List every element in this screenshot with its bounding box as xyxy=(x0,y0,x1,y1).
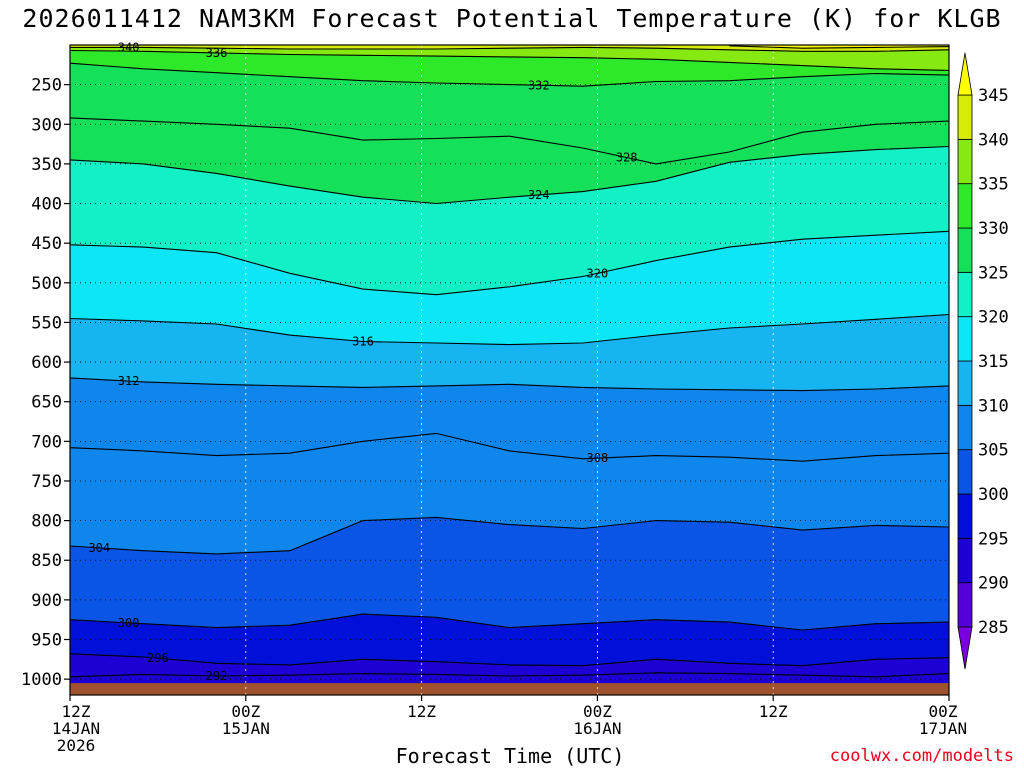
colorbar-label-345: 345 xyxy=(978,86,1009,106)
colorbar-segment-305 xyxy=(957,404,973,451)
y-tick-label-350: 350 xyxy=(31,155,62,175)
contour-label-292: 292 xyxy=(206,669,228,683)
colorbar: 345 340 335 330 325 320 315 310 305 300 295 290 285 xyxy=(957,52,1009,670)
colorbar-segment-290 xyxy=(957,537,973,584)
contour-label-308: 308 xyxy=(587,451,609,465)
ground-fill xyxy=(70,683,949,695)
colorbar-label-340: 340 xyxy=(978,130,1009,150)
contour-320 xyxy=(69,230,950,296)
y-tick-label-550: 550 xyxy=(31,313,62,333)
colorbar-segment-310 xyxy=(957,360,973,406)
y-tick-label-800: 800 xyxy=(31,512,62,532)
y-tick-label-1000: 1000 xyxy=(21,670,62,690)
contour-304 xyxy=(69,516,950,555)
contour-label-336: 336 xyxy=(206,46,228,60)
colorbar-segment-295 xyxy=(957,493,973,539)
colorbar-segment-325 xyxy=(957,227,973,273)
contour-label-328: 328 xyxy=(616,151,638,165)
colorbar-segment-285 xyxy=(957,582,973,628)
colorbar-label-295: 295 xyxy=(978,529,1009,549)
contour-label-332: 332 xyxy=(528,78,550,92)
y-tick-label-250: 250 xyxy=(31,76,62,96)
colorbar-label-320: 320 xyxy=(978,308,1009,328)
colorbar-segment-315 xyxy=(957,316,973,362)
contour-label-320: 320 xyxy=(587,266,609,280)
contour-308 xyxy=(69,432,950,462)
band-above-336 xyxy=(70,45,949,71)
x-tick-label-60-1: 00Z xyxy=(929,702,958,721)
colorbar-label-325: 325 xyxy=(978,263,1009,283)
y-tick-label-950: 950 xyxy=(31,631,62,651)
colorbar-label-290: 290 xyxy=(978,574,1009,594)
contour-label-312: 312 xyxy=(118,374,140,388)
contour-label-304: 304 xyxy=(88,541,110,555)
y-axis-ticks: 250 300 350 400 450 500 550 600 650 700 750 800 850 9… xyxy=(21,76,70,690)
color-fill-bands xyxy=(70,45,949,695)
y-tick-label-650: 650 xyxy=(31,393,62,413)
x-tick-label-36-1: 00Z xyxy=(583,702,612,721)
contour-label-296: 296 xyxy=(147,651,169,665)
contour-300 xyxy=(69,613,950,631)
x-tick-label-36-2: 16JAN xyxy=(573,719,621,738)
x-tick-label-0-3: 2026 xyxy=(57,736,96,755)
contour-label-324: 324 xyxy=(528,188,550,202)
colorbar-label-305: 305 xyxy=(978,441,1009,461)
y-tick-label-400: 400 xyxy=(31,195,62,215)
colorbar-label-315: 315 xyxy=(978,352,1009,372)
colorbar-segment-300 xyxy=(957,449,973,495)
plot-frame xyxy=(69,44,950,696)
x-tick-label-24-1: 12Z xyxy=(407,702,436,721)
y-tick-label-850: 850 xyxy=(31,551,62,571)
x-tick-label-12-1: 00Z xyxy=(231,702,260,721)
contour-344 xyxy=(729,45,950,49)
contour-label-340: 340 xyxy=(118,40,140,54)
colorbar-label-310: 310 xyxy=(978,396,1009,416)
colorbar-segment-320 xyxy=(957,271,973,318)
y-tick-label-700: 700 xyxy=(31,432,62,452)
x-tick-label-60-2: 17JAN xyxy=(919,719,967,738)
x-tick-label-0-2: 14JAN xyxy=(52,719,100,738)
surface-ground xyxy=(70,683,949,695)
colorbar-label-330: 330 xyxy=(978,219,1009,239)
source-credit: coolwx.com/modelts xyxy=(829,746,1014,766)
y-tick-label-900: 900 xyxy=(31,591,62,611)
contour-332 xyxy=(69,62,950,87)
colorbar-top-triangle xyxy=(957,52,973,96)
contour-328 xyxy=(69,117,950,165)
chart-title: 2026011412 NAM3KM Forecast Potential Tem… xyxy=(22,4,1002,33)
x-tick-label-48-1: 12Z xyxy=(759,702,788,721)
contour-label-300: 300 xyxy=(118,616,140,630)
isentrope-contours: 292 296 300 304 308 312 316 320 324 328 332 336 340 xyxy=(69,40,950,683)
colorbar-segment-330 xyxy=(957,183,973,229)
x-axis-label: Forecast Time (UTC) xyxy=(395,744,625,768)
colorbar-bottom-triangle xyxy=(957,626,973,670)
contour-324 xyxy=(69,145,950,205)
contour-296 xyxy=(69,653,950,667)
contour-340 xyxy=(70,46,950,52)
contour-316 xyxy=(69,313,950,346)
x-tick-label-12-2: 15JAN xyxy=(222,719,270,738)
colorbar-segment-340 xyxy=(957,94,973,140)
colorbar-label-300: 300 xyxy=(978,485,1009,505)
colorbar-label-335: 335 xyxy=(978,175,1009,195)
y-tick-label-500: 500 xyxy=(31,274,62,294)
contour-292 xyxy=(69,672,950,678)
colorbar-segment-335 xyxy=(957,138,973,185)
colorbar-label-285: 285 xyxy=(978,618,1009,638)
contour-312 xyxy=(69,377,950,392)
y-tick-label-750: 750 xyxy=(31,472,62,492)
y-tick-label-450: 450 xyxy=(31,234,62,254)
contour-336 xyxy=(69,49,950,71)
y-tick-label-300: 300 xyxy=(31,115,62,135)
contour-label-316: 316 xyxy=(352,334,374,348)
y-tick-label-600: 600 xyxy=(31,353,62,373)
x-tick-label-0-1: 12Z xyxy=(62,702,91,721)
